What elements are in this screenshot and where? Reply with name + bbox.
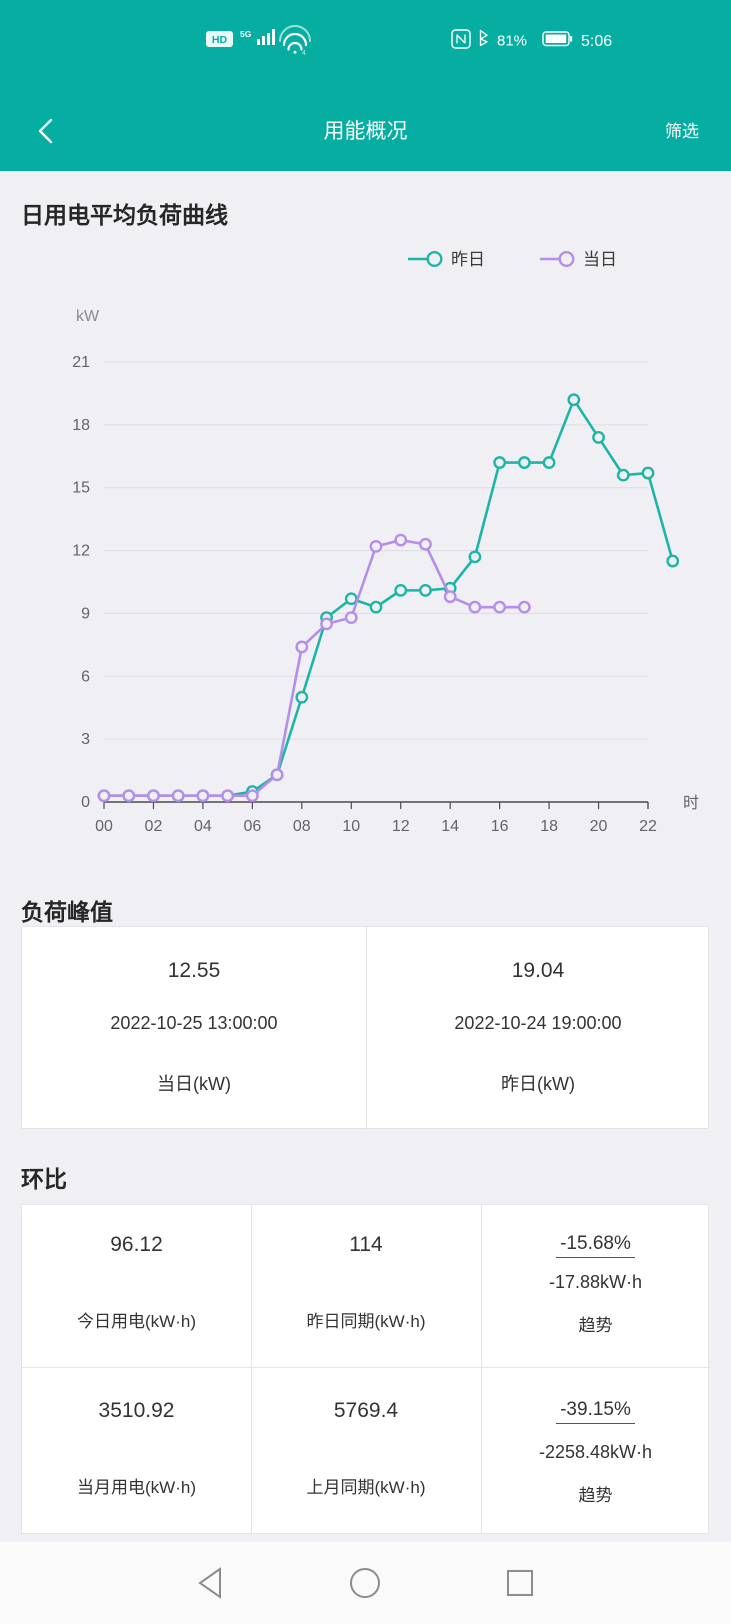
svg-text:16: 16: [491, 818, 509, 835]
svg-text:10: 10: [342, 818, 360, 835]
svg-text:18: 18: [540, 818, 558, 835]
svg-text:02: 02: [145, 818, 163, 835]
svg-text:21: 21: [72, 355, 90, 371]
svg-text:4: 4: [302, 50, 306, 56]
svg-text:04: 04: [194, 818, 212, 835]
svg-text:12: 12: [392, 818, 410, 835]
svg-text:0: 0: [81, 794, 90, 811]
svg-text:5G: 5G: [240, 29, 252, 39]
svg-text:20: 20: [590, 818, 608, 835]
svg-text:当日: 当日: [583, 250, 617, 269]
svg-text:22: 22: [639, 818, 657, 835]
svg-text:9: 9: [81, 605, 90, 622]
svg-text:08: 08: [293, 818, 311, 835]
svg-text:81%: 81%: [497, 33, 527, 50]
svg-text:3: 3: [81, 731, 90, 748]
svg-text:18: 18: [72, 417, 90, 434]
svg-text:15: 15: [72, 480, 90, 497]
svg-text:00: 00: [95, 818, 113, 835]
svg-text:14: 14: [441, 818, 459, 835]
svg-text:12: 12: [72, 543, 90, 560]
svg-text:时: 时: [683, 794, 699, 812]
svg-text:昨日: 昨日: [451, 250, 485, 269]
svg-text:5:06: 5:06: [581, 33, 612, 50]
svg-text:6: 6: [81, 668, 90, 685]
svg-text:HD: HD: [212, 34, 228, 46]
svg-text:06: 06: [243, 818, 261, 835]
